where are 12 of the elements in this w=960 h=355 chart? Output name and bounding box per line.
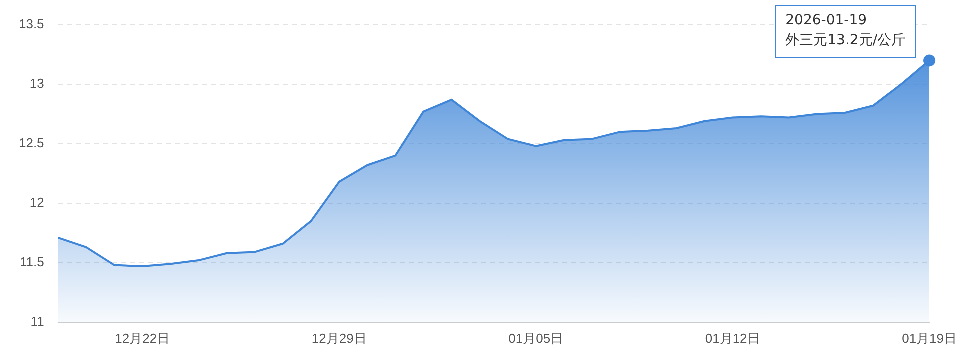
y-tick-label: 12 (30, 195, 44, 210)
x-tick-label: 12月22日 (115, 330, 170, 346)
y-tick-label: 13 (30, 76, 44, 92)
y-tick-label: 13.5 (18, 16, 44, 32)
x-tick-label: 01月05日 (508, 330, 564, 346)
x-tick-label: 01月12日 (705, 330, 760, 346)
y-tick-label: 11 (30, 314, 44, 329)
x-tick-label: 12月29日 (312, 330, 367, 346)
y-tick-label: 12.5 (18, 136, 44, 151)
x-tick-label: 01月19日 (902, 330, 957, 346)
y-tick-label: 11.5 (20, 254, 44, 270)
annotation: 2026-01-19 外三元13.2元/公斤 (786, 12, 906, 49)
